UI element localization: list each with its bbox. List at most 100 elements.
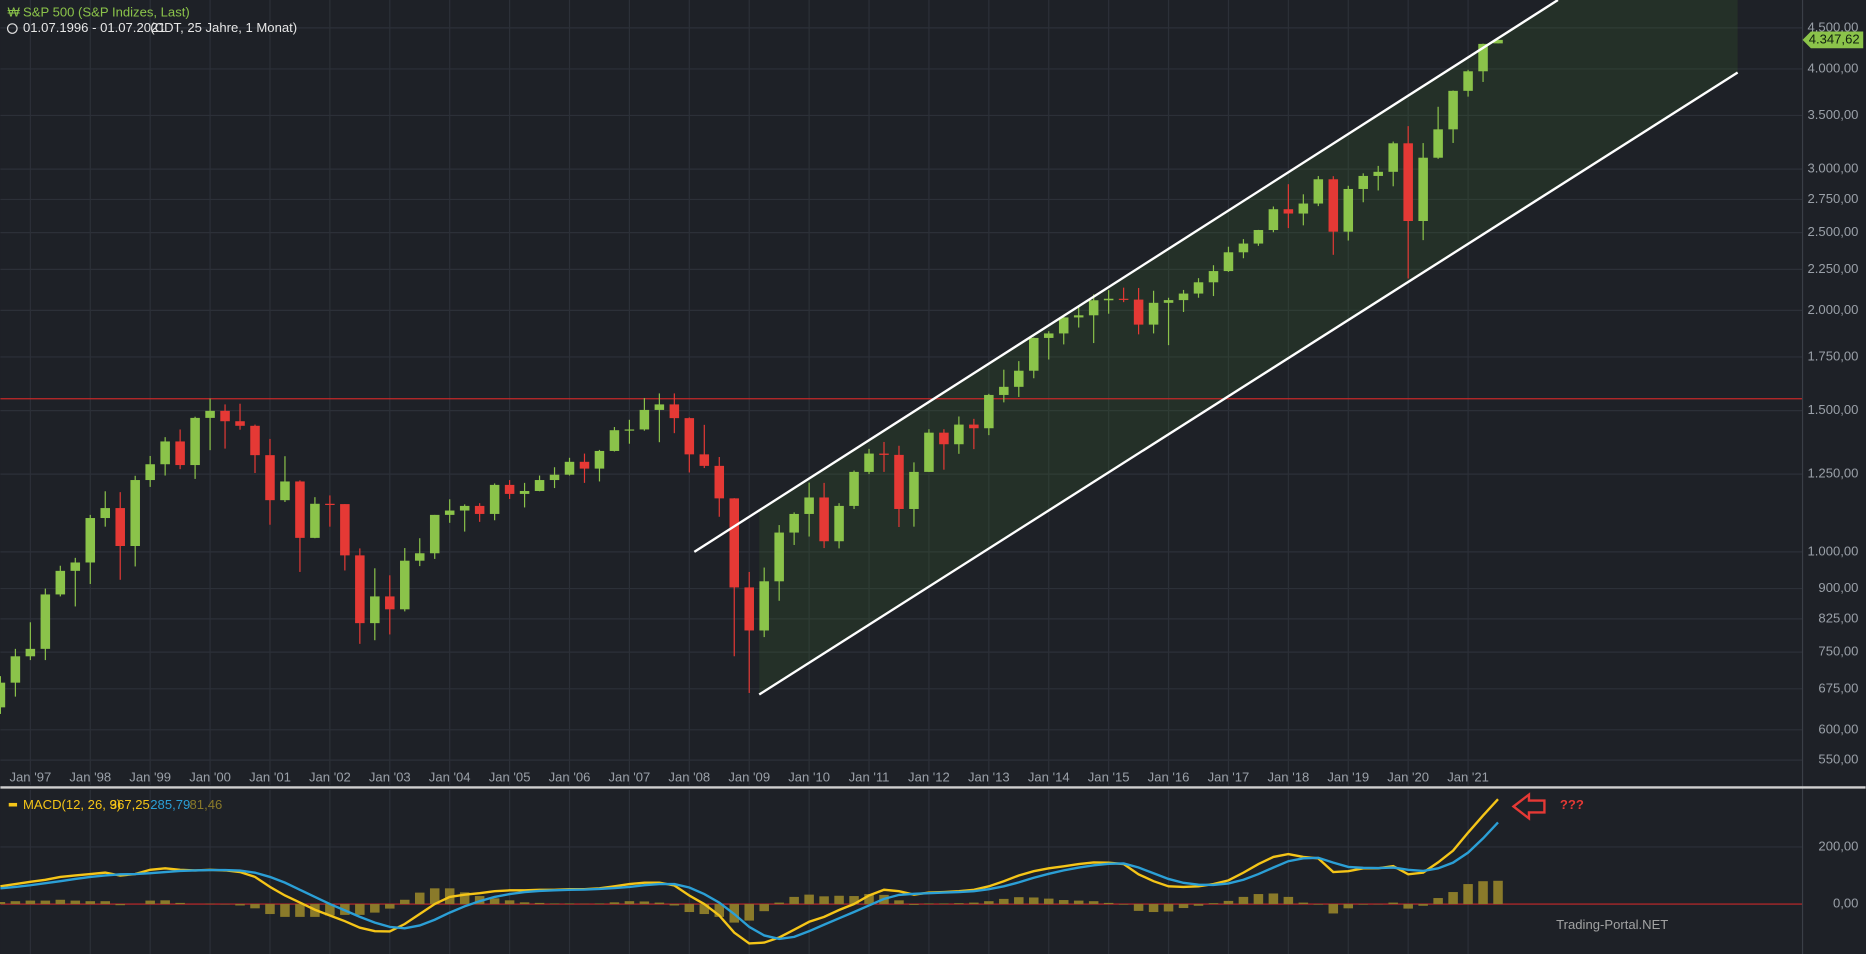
y-tick-label: 1.250,00 bbox=[1808, 466, 1859, 481]
candle-body bbox=[669, 404, 680, 419]
histogram-bar bbox=[295, 904, 305, 917]
histogram-value: 81,46 bbox=[190, 797, 223, 812]
macd-legend: MACD(12, 26, 9) 367,25 285,79 81,46 bbox=[8, 797, 223, 812]
annotation-arrow bbox=[1511, 792, 1546, 821]
candle-body bbox=[190, 417, 200, 466]
candle-body bbox=[774, 532, 784, 582]
channel-upper bbox=[693, 0, 1559, 553]
histogram-bar bbox=[1493, 880, 1503, 905]
header: ₩ S&P 500 (S&P Indizes, Last) 01.07.1996… bbox=[6, 5, 297, 35]
histogram-bar bbox=[325, 904, 335, 916]
y-tick-label: 750,00 bbox=[1818, 644, 1858, 659]
candle-body bbox=[310, 503, 320, 538]
histogram-bar bbox=[549, 903, 560, 905]
candle-body bbox=[205, 410, 215, 418]
candle-body bbox=[1178, 293, 1189, 301]
candle-body bbox=[549, 474, 560, 481]
plot bbox=[0, 0, 1803, 945]
candle-body bbox=[654, 404, 665, 410]
x-tick-label: Jan '02 bbox=[309, 769, 351, 784]
x-tick-label: Jan '05 bbox=[489, 769, 531, 784]
histogram-bar bbox=[984, 901, 994, 905]
candle-body bbox=[804, 497, 814, 514]
candle-body bbox=[789, 513, 799, 533]
candle-body bbox=[699, 454, 710, 466]
histogram-bar bbox=[1403, 904, 1413, 909]
y-tick-label: 2.250,00 bbox=[1808, 261, 1859, 276]
y-tick-label: 1.500,00 bbox=[1808, 402, 1859, 417]
candle-body bbox=[55, 570, 66, 595]
candle-body bbox=[1058, 317, 1069, 334]
candle-body bbox=[160, 441, 170, 465]
candle-body bbox=[864, 453, 874, 472]
candle-body bbox=[370, 596, 380, 624]
candle-body bbox=[1463, 71, 1473, 91]
histogram-bar bbox=[834, 895, 844, 905]
channel-lower bbox=[758, 71, 1739, 696]
candle-body bbox=[924, 432, 934, 472]
candle-body bbox=[474, 505, 485, 514]
histogram-bar bbox=[414, 892, 425, 905]
candle-body bbox=[325, 503, 335, 505]
candle-body bbox=[759, 581, 769, 631]
candle-body bbox=[1403, 143, 1413, 222]
candle-body bbox=[250, 425, 260, 456]
candle-body bbox=[1043, 333, 1054, 338]
candle-body bbox=[564, 461, 575, 475]
candle-body bbox=[1073, 315, 1084, 318]
x-tick-label: Jan '15 bbox=[1088, 769, 1130, 784]
histogram-bar bbox=[789, 896, 799, 905]
candle-body bbox=[1133, 299, 1144, 325]
candle-body bbox=[175, 441, 185, 466]
histogram-bar bbox=[564, 903, 575, 905]
candle-body bbox=[1193, 282, 1204, 294]
candle-body bbox=[909, 471, 919, 509]
histogram-bar bbox=[1328, 904, 1339, 914]
histogram-bar bbox=[954, 903, 964, 905]
candle-body bbox=[534, 480, 545, 491]
histogram-bar bbox=[265, 904, 275, 915]
histogram-bar bbox=[759, 904, 769, 912]
candle-body bbox=[145, 464, 155, 481]
candle-body bbox=[340, 504, 350, 556]
instrument-title: S&P 500 (S&P Indizes, Last) bbox=[23, 5, 190, 20]
histogram-bar bbox=[609, 902, 620, 905]
y-tick-label: 825,00 bbox=[1818, 610, 1858, 625]
histogram-bar bbox=[70, 900, 81, 905]
histogram-bar bbox=[145, 900, 155, 905]
histogram-bar bbox=[1193, 904, 1204, 906]
candle-body bbox=[1148, 302, 1159, 325]
histogram-bar bbox=[400, 899, 410, 905]
candle-body bbox=[1208, 271, 1219, 283]
candle-body bbox=[1448, 90, 1458, 130]
histogram-bar bbox=[594, 903, 605, 905]
x-tick-label: Jan '19 bbox=[1327, 769, 1369, 784]
candle-body bbox=[1223, 252, 1234, 272]
candle-body bbox=[1388, 143, 1398, 172]
candle-body bbox=[984, 394, 994, 429]
candle-body bbox=[1343, 188, 1354, 232]
macd-line bbox=[0, 798, 1499, 945]
candle-body bbox=[1493, 39, 1503, 44]
histogram-bar bbox=[235, 904, 245, 906]
candle-body bbox=[624, 429, 635, 431]
candle-body bbox=[594, 450, 605, 469]
histogram-bar bbox=[534, 902, 545, 905]
histogram-bar bbox=[55, 899, 66, 905]
channel-fill bbox=[759, 0, 1738, 695]
candle-body bbox=[85, 518, 96, 563]
x-tick-label: Jan '01 bbox=[249, 769, 291, 784]
histogram-bar bbox=[100, 901, 111, 905]
histogram-bar bbox=[819, 896, 829, 905]
x-tick-label: Jan '00 bbox=[189, 769, 231, 784]
candle-body bbox=[429, 514, 440, 554]
x-tick-label: Jan '10 bbox=[788, 769, 830, 784]
histogram-bar bbox=[849, 896, 859, 905]
candle-body bbox=[1268, 209, 1279, 231]
histogram-bar bbox=[1223, 900, 1234, 905]
y-tick-label: 4.500,00 bbox=[1808, 19, 1859, 34]
histogram-bar bbox=[504, 900, 515, 905]
candle-body bbox=[744, 587, 754, 631]
x-tick-label: Jan '14 bbox=[1028, 769, 1070, 784]
